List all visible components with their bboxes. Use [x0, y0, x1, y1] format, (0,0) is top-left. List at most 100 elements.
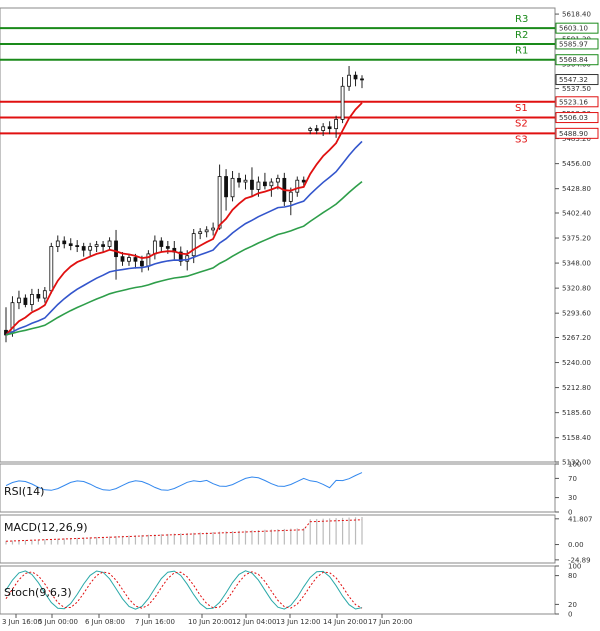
- price-tick-label: 5348.00: [562, 260, 591, 268]
- candle-body: [81, 246, 86, 251]
- candle-body: [250, 179, 254, 190]
- candle-body: [49, 246, 54, 292]
- candle-body: [62, 240, 67, 245]
- candle-body: [17, 297, 21, 304]
- level-name-r1: R1: [515, 46, 528, 57]
- candle-body: [230, 177, 235, 198]
- stoch-signal-line: [5, 571, 363, 609]
- price-tick-label: 5293.60: [562, 310, 591, 318]
- level-value-s3: 5488.90: [559, 130, 588, 138]
- macd-signal-line: [5, 519, 363, 542]
- current-price-box: [555, 74, 599, 86]
- time-tick-label: 7 Jun 16:00: [135, 618, 175, 626]
- candle-body: [334, 119, 339, 130]
- panel-tick-label: 41.807: [568, 515, 593, 523]
- time-tick-label: 5 Jun 00:00: [38, 618, 78, 626]
- level-name-r2: R2: [515, 30, 528, 41]
- level-name-s1: S1: [515, 103, 528, 114]
- price-tick-label: 5375.20: [562, 235, 591, 243]
- candle-body: [36, 293, 41, 299]
- panel-tick-label: 20: [568, 601, 577, 609]
- candle-body: [68, 243, 73, 246]
- stoch-label: Stoch(9,6,3): [4, 586, 72, 599]
- panel-tick-label: -24.89: [568, 556, 591, 564]
- time-tick-label: 3 Jun 16:00: [2, 618, 42, 626]
- price-tick-label: 5618.40: [562, 11, 591, 19]
- candle-body: [353, 74, 358, 80]
- candle-body: [211, 227, 216, 231]
- price-tick-label: 5240.00: [562, 359, 591, 367]
- candle-body: [191, 233, 196, 257]
- candle-body: [347, 74, 351, 87]
- price-tick-label: 5537.50: [562, 85, 591, 93]
- panel-tick-label: 70: [568, 475, 577, 483]
- candle-body: [360, 78, 364, 81]
- candle-body: [288, 191, 293, 202]
- time-axis: 3 Jun 16:005 Jun 00:00 6 Jun 08:00 7 Jun 1…: [2, 614, 412, 626]
- time-tick-label: 17 Jun 20:00: [368, 618, 412, 626]
- ma-fast-line: [5, 102, 363, 336]
- price-tick-label: 5185.60: [562, 409, 591, 417]
- candle-body: [243, 179, 248, 183]
- panel-tick-label: 100: [568, 563, 581, 571]
- level-value-r1: 5568.84: [559, 56, 588, 64]
- candle-body: [55, 240, 60, 247]
- time-tick-label: 10 Jun 20:00: [188, 618, 232, 626]
- candle-body: [256, 181, 261, 190]
- macd-panel-frame: [0, 514, 556, 564]
- price-tick-label: 5212.80: [562, 384, 591, 392]
- candle-body: [165, 246, 170, 249]
- candle-body: [340, 85, 345, 120]
- level-value-s2: 5506.03: [559, 114, 588, 122]
- candle-body: [308, 128, 313, 131]
- panel-tick-label: 80: [568, 572, 577, 580]
- time-tick-label: 12 Jun 04:00: [232, 618, 276, 626]
- rsi-line: [5, 472, 363, 491]
- ma-mid-line: [5, 140, 363, 336]
- level-name-s2: S2: [515, 119, 528, 130]
- current-price-label: 5547.32: [559, 76, 588, 84]
- price-panel-frame: [0, 7, 556, 463]
- candle-body: [224, 176, 228, 198]
- time-tick-label: 14 Jun 20:00: [323, 618, 367, 626]
- rsi-label: RSI(14): [4, 485, 44, 498]
- rsi-panel-frame: [0, 463, 556, 513]
- level-value-box: [555, 96, 599, 108]
- candle-body: [314, 128, 319, 131]
- candle-body: [159, 240, 164, 247]
- price-tick-label: 5132.00: [562, 459, 591, 467]
- candle-body: [198, 231, 203, 235]
- candle-body: [275, 177, 280, 183]
- level-value-s1: 5523.16: [559, 98, 588, 106]
- macd-panel: 41.807 0.00 -24.89: [0, 514, 593, 564]
- candle-body: [263, 181, 267, 187]
- time-tick-label: 6 Jun 08:00: [85, 618, 125, 626]
- candle-body: [217, 176, 222, 229]
- candle-body: [88, 246, 93, 251]
- candle-body: [75, 245, 80, 247]
- rsi-panel: 100 70 30 0: [0, 461, 581, 517]
- candle-body: [237, 177, 241, 183]
- candle-body: [127, 257, 131, 262]
- price-tick-label: 5428.80: [562, 185, 591, 193]
- price-tick-label: 5402.40: [562, 209, 591, 217]
- level-value-r2: 5585.97: [559, 40, 588, 48]
- level-name-s3: S3: [515, 134, 528, 145]
- level-value-box: [555, 54, 599, 66]
- candle-body: [140, 260, 144, 267]
- level-value-box: [555, 22, 599, 34]
- candle-body: [101, 244, 105, 247]
- candle-body: [94, 244, 99, 247]
- candle-body: [295, 179, 300, 193]
- candle-body: [133, 257, 138, 262]
- candle-body: [301, 179, 306, 183]
- level-value-box: [555, 112, 599, 124]
- price-panel: 5618.405591.305564.005537.505510.205483.…: [0, 7, 599, 467]
- candle-body: [120, 256, 125, 262]
- candle-body: [321, 126, 326, 131]
- candle-body: [269, 181, 274, 187]
- ma-slow-line: [5, 180, 363, 336]
- candle-body: [178, 251, 183, 262]
